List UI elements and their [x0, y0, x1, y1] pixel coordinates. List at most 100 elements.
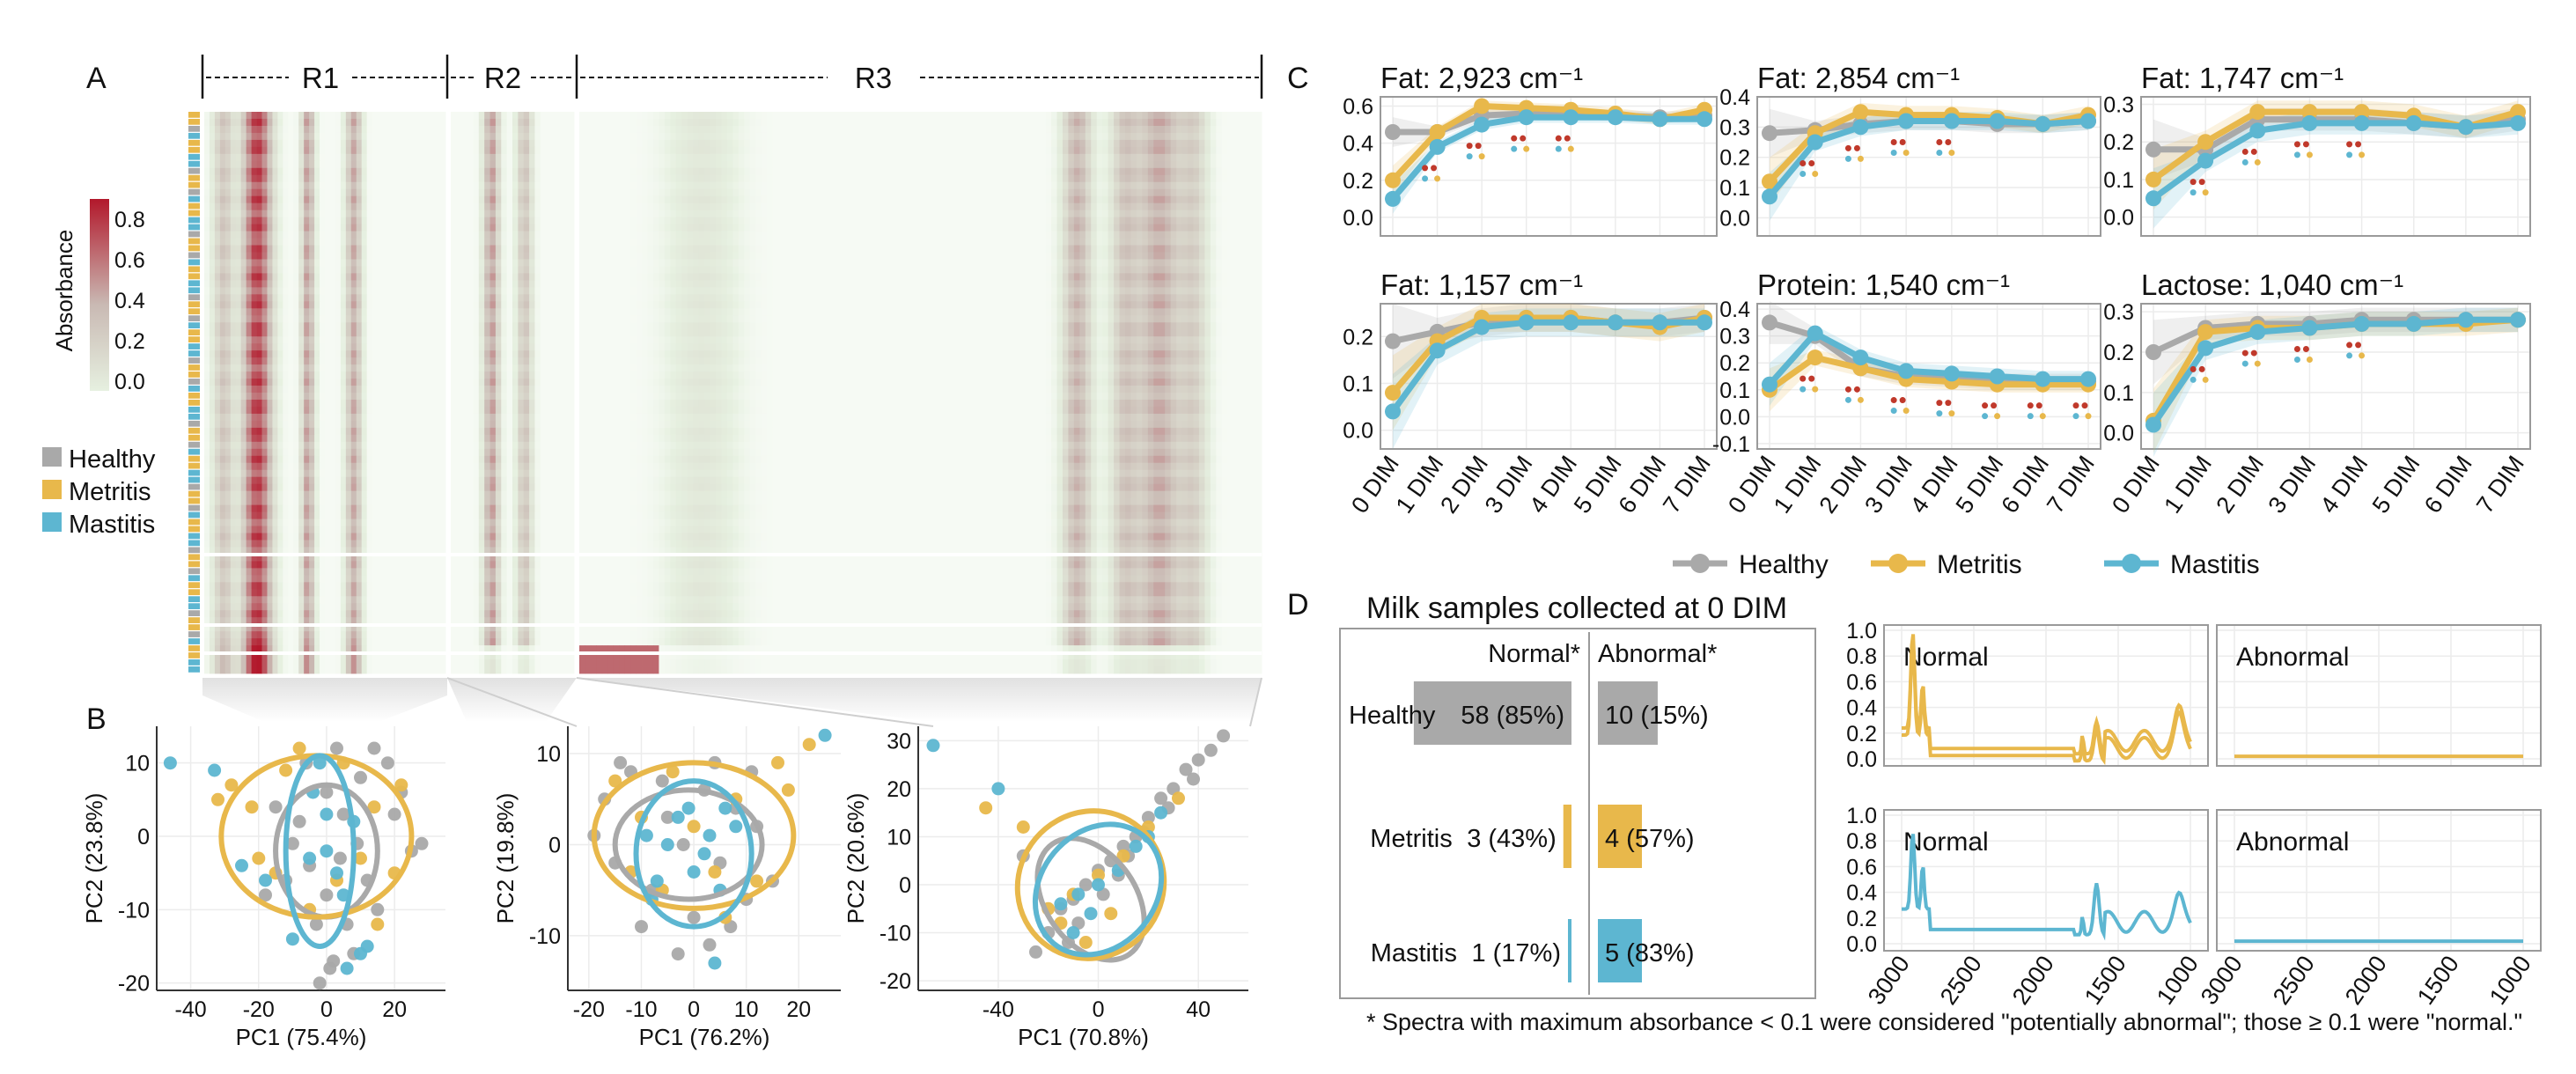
heatmap-cell — [372, 252, 378, 260]
heatmap-cell — [204, 413, 210, 422]
heatmap-cell — [382, 462, 388, 471]
heatmap-cell — [398, 112, 404, 120]
heatmap-cell — [335, 568, 342, 576]
heatmap-cell — [298, 315, 305, 323]
heatmap-cell — [478, 441, 485, 450]
heatmap-cell — [419, 666, 425, 674]
heatmap-cell — [393, 238, 399, 246]
heatmap-cell — [366, 160, 373, 169]
heatmap-cell — [435, 413, 441, 422]
heatmap-cell — [209, 118, 216, 127]
heatmap-cell — [403, 371, 409, 379]
heatmap-cell — [267, 118, 273, 127]
heatmap-cell — [304, 174, 310, 183]
heatmap-cell — [424, 469, 431, 478]
heatmap-cell — [261, 287, 268, 295]
heatmap-cell — [440, 280, 446, 288]
heatmap-cell — [314, 343, 320, 351]
heatmap-cell — [240, 343, 247, 351]
heatmap-cell — [387, 132, 394, 141]
heatmap-cell — [320, 217, 326, 225]
heatmap-cell — [430, 245, 436, 253]
heatmap-cell — [293, 519, 299, 526]
heatmap-cell — [277, 582, 283, 590]
heatmap-cell — [246, 519, 253, 526]
heatmap-cell — [298, 336, 305, 344]
heatmap-cell — [408, 160, 415, 169]
heatmap-cell — [204, 371, 210, 379]
heatmap-cell — [377, 441, 383, 450]
heatmap-cell — [529, 210, 535, 218]
heatmap-cell — [563, 259, 570, 267]
heatmap-cell — [461, 174, 468, 183]
heatmap-cell — [467, 393, 474, 401]
heatmap-cell — [377, 210, 383, 218]
heatmap-cell — [214, 420, 221, 429]
heatmap-cell — [267, 589, 273, 597]
heatmap-cell — [414, 582, 420, 590]
heatmap-cell — [235, 617, 242, 625]
heatmap-cell — [518, 125, 525, 134]
heatmap-cell — [467, 174, 474, 183]
heatmap-cell — [540, 476, 547, 485]
heatmap-cell — [430, 631, 436, 639]
heatmap-cell — [456, 455, 463, 464]
heatmap-cell — [204, 441, 210, 450]
heatmap-cell — [320, 153, 326, 162]
heatmap-cell — [408, 139, 415, 148]
heatmap-cell — [350, 336, 357, 344]
heatmap-cell — [209, 210, 216, 218]
heatmap-cell — [345, 125, 352, 134]
heatmap-cell — [546, 195, 552, 204]
heatmap-cell — [424, 427, 431, 436]
heatmap-cell — [209, 379, 216, 386]
heatmap-cell — [261, 596, 268, 604]
heatmap-cell — [518, 301, 525, 309]
heatmap-cell — [251, 160, 257, 169]
heatmap-cell — [320, 195, 326, 204]
heatmap-cell — [235, 589, 242, 597]
heatmap-cell — [435, 231, 441, 239]
heatmap-cell — [235, 350, 242, 358]
heatmap-cell — [230, 167, 237, 176]
heatmap-cell — [387, 659, 394, 667]
heatmap-cell — [246, 322, 253, 330]
heatmap-cell — [256, 462, 262, 471]
heatmap-cell — [473, 146, 480, 155]
heatmap-cell — [518, 224, 525, 232]
heatmap-cell — [501, 315, 508, 323]
heatmap-cell — [345, 568, 352, 576]
heatmap-cell — [267, 188, 273, 197]
heatmap-cell — [456, 301, 463, 309]
heatmap-cell — [235, 252, 242, 260]
heatmap-cell — [240, 153, 247, 162]
heatmap-cell — [518, 153, 525, 162]
heatmap-cell — [435, 386, 441, 394]
heatmap-cell — [398, 469, 404, 478]
heatmap-cell — [398, 195, 404, 204]
heatmap-cell — [568, 301, 575, 309]
heatmap-cell — [518, 379, 525, 386]
heatmap-cell — [304, 462, 310, 471]
heatmap-cell — [489, 504, 497, 512]
heatmap-cell — [435, 315, 441, 323]
heatmap-cell — [304, 547, 310, 555]
heatmap-cell — [209, 652, 216, 660]
heatmap-cell — [219, 350, 226, 358]
heatmap-cell — [403, 301, 409, 309]
heatmap-cell — [518, 393, 525, 401]
heatmap-cell — [361, 596, 368, 604]
heatmap-cell — [518, 490, 525, 499]
heatmap-cell — [556, 174, 563, 183]
heatmap-cell — [219, 638, 226, 646]
heatmap-cell — [209, 343, 216, 351]
heatmap-cell — [408, 379, 415, 386]
heatmap-cell — [251, 287, 257, 295]
heatmap-cell — [563, 294, 570, 302]
heatmap-cell — [366, 308, 373, 316]
heatmap-cell — [209, 287, 216, 295]
heatmap-cell — [288, 659, 294, 667]
heatmap-cell — [467, 434, 474, 443]
heatmap-cell — [366, 659, 373, 667]
heatmap-cell — [430, 379, 436, 386]
